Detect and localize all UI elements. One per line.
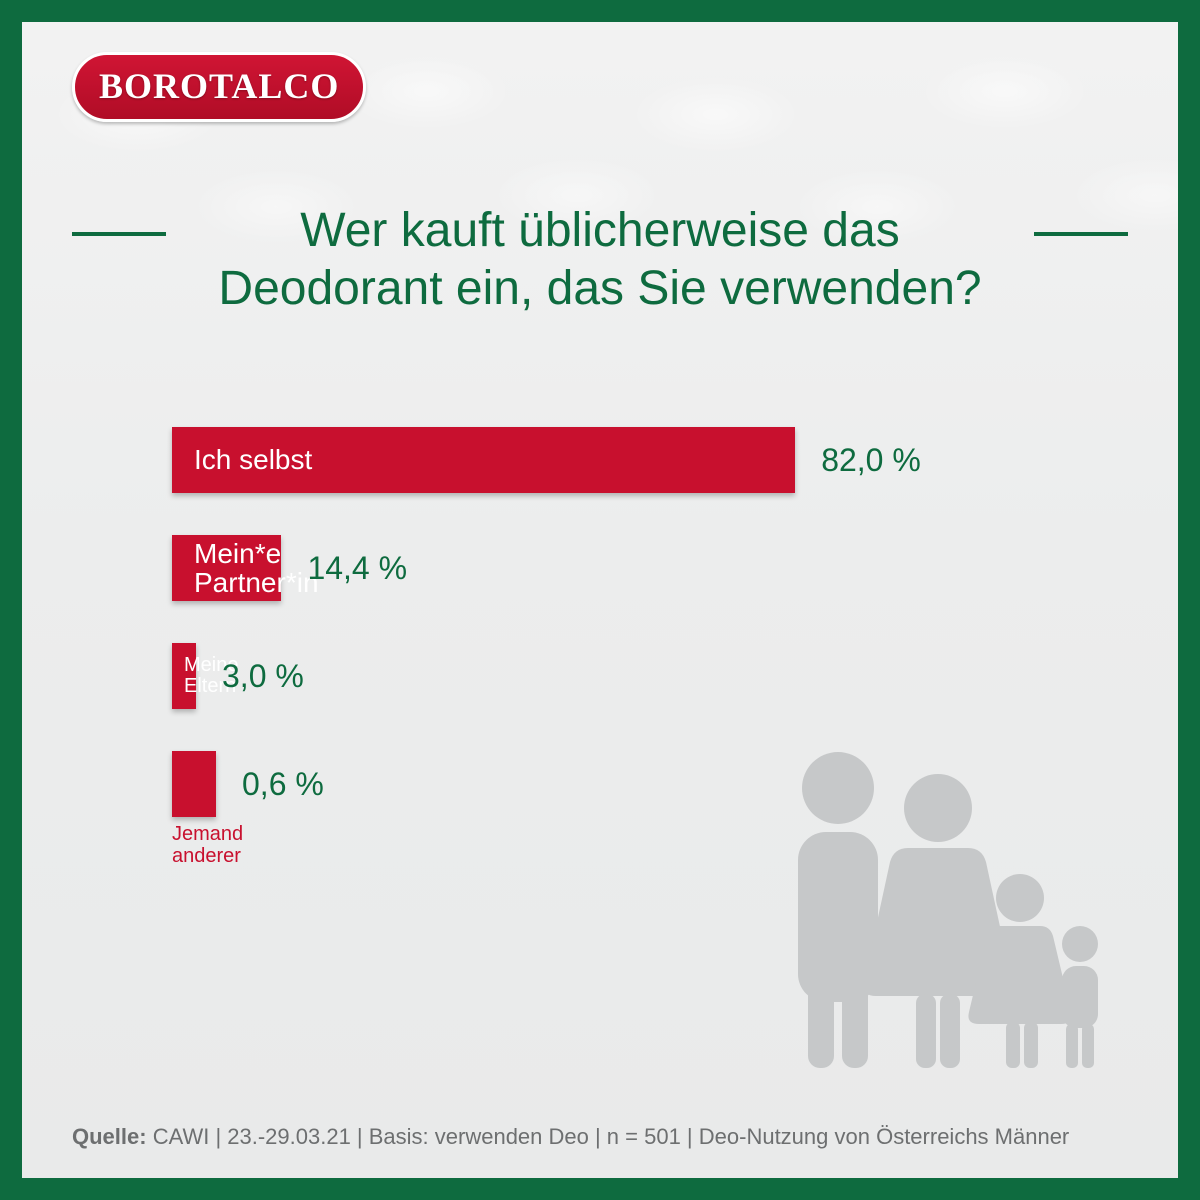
rule-right <box>1034 232 1128 236</box>
bar-row: Ich selbst 82,0 % <box>172 427 1068 493</box>
headline-row: Wer kauft üblicherweise das Deodorant ei… <box>72 202 1128 317</box>
bar-value: 82,0 % <box>821 442 921 479</box>
rule-left <box>72 232 166 236</box>
bar-value: 0,6 % <box>242 766 324 803</box>
bar <box>172 751 216 817</box>
page-title: Wer kauft üblicherweise das Deodorant ei… <box>190 202 1010 317</box>
source-footer: Quelle: CAWI | 23.-29.03.21 | Basis: ver… <box>72 1124 1128 1150</box>
infographic-panel: BOROTALCO Wer kauft üblicherweise das De… <box>22 22 1178 1178</box>
bar-value: 3,0 % <box>222 658 304 695</box>
footer-prefix: Quelle: <box>72 1124 147 1149</box>
bar-row: Mein*e Partner*in 14,4 % <box>172 535 1068 601</box>
bar: MeineEltern <box>172 643 196 709</box>
bar-row: MeineEltern 3,0 % <box>172 643 1068 709</box>
bar-label-below: Jemandanderer <box>172 823 324 867</box>
bar: Mein*e Partner*in <box>172 535 281 601</box>
bar: Ich selbst <box>172 427 795 493</box>
family-icon <box>778 748 1108 1068</box>
footer-text: CAWI | 23.-29.03.21 | Basis: verwenden D… <box>153 1124 1070 1149</box>
bar-value: 14,4 % <box>307 550 407 587</box>
brand-logo: BOROTALCO <box>72 52 366 122</box>
